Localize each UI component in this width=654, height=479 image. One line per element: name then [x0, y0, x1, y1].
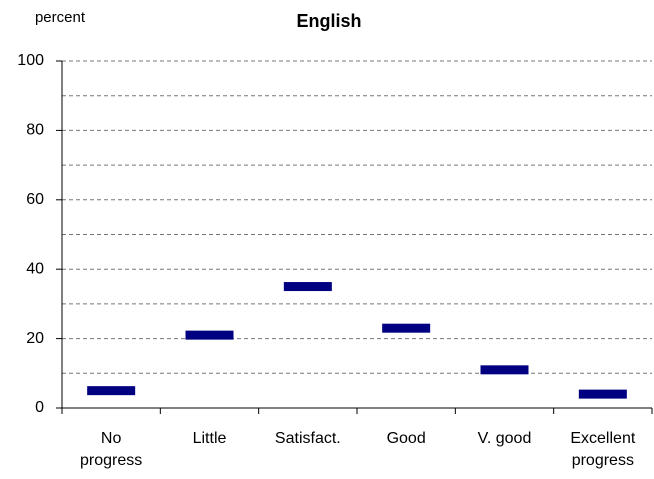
- y-tick-label: 100: [17, 52, 44, 69]
- x-tick-label: Good: [386, 430, 426, 447]
- marker: [185, 330, 234, 340]
- y-axis-label: percent: [35, 9, 86, 26]
- x-tick-label: Excellent progress: [570, 430, 636, 469]
- y-tick-label: 40: [26, 260, 44, 277]
- marker: [578, 389, 627, 399]
- y-tick-label: 20: [26, 330, 44, 347]
- marker: [480, 365, 529, 375]
- y-tick-label: 60: [26, 191, 44, 208]
- x-tick-label: Satisfact.: [274, 430, 341, 447]
- marker: [283, 282, 332, 292]
- y-tick-label: 80: [26, 122, 44, 139]
- y-tick-label: 0: [35, 399, 44, 416]
- x-tick-label: V. good: [477, 430, 532, 447]
- marker: [87, 386, 136, 396]
- chart-title: English: [296, 11, 361, 31]
- marker: [382, 323, 431, 333]
- x-tick-label: No progress: [80, 430, 143, 469]
- x-tick-label: Little: [192, 430, 227, 447]
